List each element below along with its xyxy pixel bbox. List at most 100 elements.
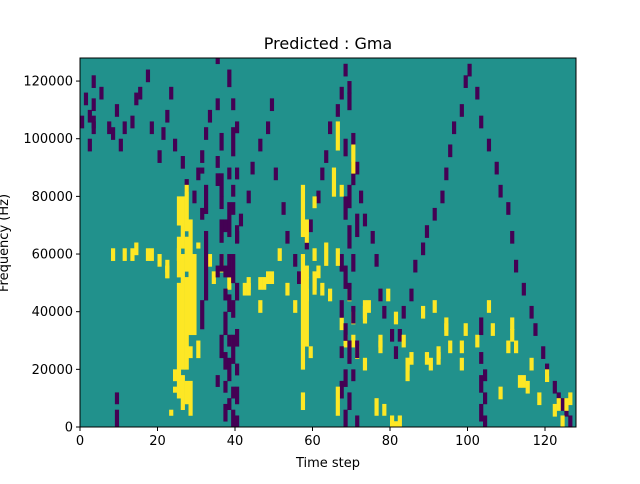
heatmap-cell-high (285, 282, 290, 296)
heatmap-cell-low (343, 323, 348, 341)
heatmap-cell-low (114, 409, 120, 427)
heatmap-cell-high (293, 300, 298, 313)
heatmap-cell-high (514, 340, 519, 354)
heatmap-cell-low (114, 104, 120, 117)
heatmap-cell-low (219, 173, 224, 197)
heatmap-cell-high (227, 277, 232, 290)
heatmap-cell-low (200, 150, 205, 163)
heatmap-cell-low (347, 184, 352, 209)
heatmap-cell-high (134, 242, 139, 256)
heatmap-cell-high (184, 277, 189, 370)
heatmap-cell-low (281, 202, 286, 215)
heatmap-cell-low (506, 202, 511, 215)
y-tick-label: 60000 (32, 248, 73, 263)
heatmap-cell-low (328, 121, 333, 135)
heatmap-cell-low (235, 328, 240, 347)
heatmap-cell-high (436, 352, 441, 365)
heatmap-cell-low (227, 294, 232, 312)
heatmap-cell-high (386, 288, 391, 302)
heatmap-cell-low (215, 173, 220, 186)
heatmap-cell-low (351, 369, 356, 382)
heatmap-cell-low (494, 161, 499, 175)
heatmap-cell-high (393, 421, 399, 427)
heatmap-cell-low (498, 184, 503, 198)
heatmap-cell-low (200, 167, 205, 174)
heatmap-cell-high (498, 386, 503, 400)
heatmap-cell-low (355, 161, 360, 175)
plot-frame (79, 57, 577, 428)
heatmap-cell-low (235, 415, 240, 427)
heatmap-cell-low (483, 392, 488, 405)
heatmap-cell-low (223, 265, 228, 278)
heatmap-cell-low (293, 254, 298, 267)
heatmap-cell-low (285, 230, 290, 244)
heatmap-cell-low (200, 300, 205, 330)
heatmap-cell-high (486, 300, 492, 313)
heatmap-cell-high (552, 403, 557, 417)
x-tick-label: 120 (533, 434, 558, 449)
heatmap-cell-high (401, 334, 406, 348)
y-tick-label: 40000 (32, 305, 73, 320)
heatmap-cell-low (424, 225, 430, 238)
heatmap-cell-low (83, 92, 89, 106)
heatmap-cell-low (483, 369, 488, 382)
heatmap-cell-high (242, 282, 247, 296)
heatmap-cell-low (347, 225, 352, 249)
heatmap-cell-high (184, 184, 189, 232)
heatmap-cell-low (165, 109, 170, 123)
heatmap-cell-low (479, 403, 484, 422)
heatmap-cell-low (475, 86, 480, 100)
heatmap-cell-high (165, 265, 170, 279)
heatmap-cell-low (316, 190, 321, 204)
heatmap-cell-low (223, 311, 228, 336)
heatmap-cell-high (444, 323, 449, 336)
heatmap-cell-high (339, 317, 344, 331)
y-axis-label: Frequency (Hz) (0, 194, 12, 292)
heatmap-cell-high (111, 248, 116, 261)
heatmap-cell-high (180, 196, 185, 249)
heatmap-cell-low (219, 334, 224, 359)
heatmap-cell-high (428, 357, 433, 371)
heatmap-cell-low (339, 346, 344, 359)
heatmap-cell-high (149, 248, 154, 261)
heatmap-cell-high (180, 375, 185, 410)
heatmap-cell-low (444, 167, 449, 181)
heatmap-cell-low (227, 167, 232, 180)
heatmap-cell-low (266, 121, 271, 135)
heatmap-cell-high (211, 271, 216, 285)
heatmap-cell-low (215, 375, 220, 387)
heatmap-cell-low (227, 254, 232, 278)
heatmap-cell-high (448, 340, 453, 354)
heatmap-cell-high (362, 357, 368, 371)
heatmap-cell-high (196, 340, 201, 359)
heatmap-cell-high (424, 352, 430, 365)
heatmap-cell-low (87, 109, 92, 123)
heatmap-cell-low (227, 334, 232, 347)
heatmap-cell-low (339, 254, 344, 272)
heatmap-cell-high (304, 277, 309, 347)
heatmap-cell-high (258, 300, 263, 313)
heatmap-cell-high (409, 352, 414, 365)
heatmap-cell-high (300, 254, 306, 370)
heatmap-cell-high (262, 277, 267, 290)
heatmap-cell-low (560, 398, 565, 411)
heatmap-cell-low (355, 415, 360, 427)
heatmap-cell-low (235, 282, 240, 301)
heatmap-cell-low (219, 196, 224, 210)
heatmap-cell-high (459, 340, 464, 354)
heatmap-cell-low (382, 305, 387, 319)
heatmap-cell-low (231, 409, 236, 427)
heatmap-cell-high (157, 254, 162, 267)
heatmap-cell-high (351, 144, 356, 174)
heatmap-cell-low (157, 150, 162, 163)
heatmap-cell-low (467, 63, 472, 77)
heatmap-cell-low (180, 156, 185, 169)
heatmap-cell-low (200, 207, 205, 220)
heatmap-cell-high (320, 282, 325, 296)
heatmap-cell-low (215, 98, 220, 111)
heatmap-cell-high (525, 380, 530, 394)
x-tick-label: 20 (149, 434, 166, 449)
chart-title: Predicted : Gma (264, 34, 392, 53)
heatmap-cell-high (556, 398, 561, 411)
